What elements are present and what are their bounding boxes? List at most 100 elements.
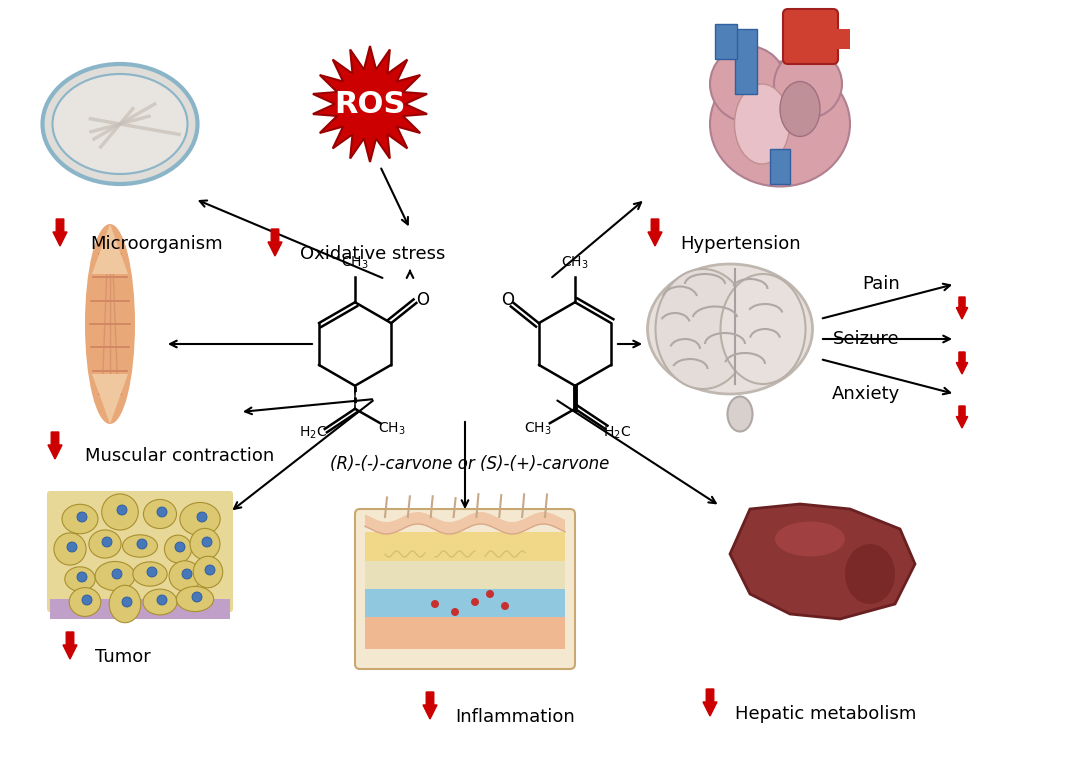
Text: Muscular contraction: Muscular contraction [85, 447, 274, 465]
Ellipse shape [122, 597, 132, 607]
FancyArrow shape [956, 352, 968, 374]
Ellipse shape [176, 587, 214, 611]
Text: O: O [501, 291, 514, 309]
Ellipse shape [65, 567, 95, 591]
Circle shape [451, 608, 459, 616]
Circle shape [501, 602, 509, 610]
Ellipse shape [95, 561, 135, 591]
Ellipse shape [82, 595, 92, 605]
Ellipse shape [190, 529, 220, 560]
Text: Anxiety: Anxiety [832, 385, 900, 403]
FancyArrow shape [956, 297, 968, 319]
Ellipse shape [102, 537, 112, 547]
Ellipse shape [164, 535, 191, 563]
Ellipse shape [656, 269, 751, 389]
Text: H$_2$C: H$_2$C [604, 425, 632, 441]
Polygon shape [92, 374, 129, 424]
Ellipse shape [170, 561, 201, 591]
Bar [815, 29, 850, 49]
Ellipse shape [734, 84, 789, 164]
Bar [365, 589, 565, 619]
Text: (R)-(-)-carvone or (S)-(+)-carvone: (R)-(-)-carvone or (S)-(+)-carvone [330, 455, 610, 473]
Ellipse shape [42, 64, 198, 184]
Ellipse shape [193, 557, 222, 587]
Bar [735, 29, 757, 94]
Polygon shape [730, 504, 915, 619]
FancyArrow shape [703, 689, 717, 716]
Text: CH$_3$: CH$_3$ [524, 421, 552, 437]
Bar [50, 599, 230, 619]
FancyArrow shape [268, 229, 282, 256]
Bar [715, 24, 737, 59]
Ellipse shape [192, 592, 202, 602]
FancyArrow shape [956, 406, 968, 428]
Circle shape [431, 600, 438, 608]
FancyBboxPatch shape [48, 491, 233, 612]
Ellipse shape [183, 569, 192, 579]
Text: Hepatic metabolism: Hepatic metabolism [735, 705, 916, 723]
Text: H$_2$C: H$_2$C [299, 425, 327, 441]
Ellipse shape [648, 264, 812, 394]
FancyBboxPatch shape [783, 9, 838, 64]
Ellipse shape [175, 542, 185, 552]
Ellipse shape [67, 542, 77, 552]
Ellipse shape [102, 494, 138, 530]
Bar [365, 617, 565, 649]
Text: ROS: ROS [335, 90, 406, 118]
Ellipse shape [89, 530, 121, 558]
Text: CH$_3$: CH$_3$ [378, 421, 406, 437]
Polygon shape [92, 224, 129, 274]
Text: Tumor: Tumor [95, 648, 151, 666]
Ellipse shape [157, 507, 167, 517]
Ellipse shape [205, 565, 215, 575]
Ellipse shape [53, 74, 188, 174]
Text: Seizure: Seizure [834, 330, 900, 348]
Bar [365, 561, 565, 589]
Ellipse shape [117, 505, 127, 515]
Text: CH$_3$: CH$_3$ [562, 255, 589, 271]
Ellipse shape [710, 61, 850, 187]
Text: Inflammation: Inflammation [455, 708, 575, 726]
Bar [365, 532, 565, 564]
Ellipse shape [775, 522, 845, 557]
Ellipse shape [77, 512, 87, 522]
Ellipse shape [137, 539, 147, 549]
Ellipse shape [780, 81, 820, 136]
FancyBboxPatch shape [355, 509, 575, 669]
Ellipse shape [180, 502, 220, 536]
Circle shape [486, 590, 494, 598]
Ellipse shape [85, 224, 135, 424]
Ellipse shape [69, 587, 100, 616]
FancyArrow shape [63, 632, 77, 659]
Polygon shape [313, 46, 427, 162]
Circle shape [710, 46, 786, 122]
Text: Microorganism: Microorganism [90, 235, 222, 253]
Ellipse shape [109, 585, 140, 623]
Ellipse shape [197, 512, 207, 522]
Circle shape [774, 50, 842, 118]
Text: Hypertension: Hypertension [680, 235, 800, 253]
FancyArrow shape [648, 219, 662, 246]
Ellipse shape [54, 533, 86, 565]
Ellipse shape [112, 569, 122, 579]
Text: O: O [416, 291, 429, 309]
Text: Pain: Pain [862, 275, 900, 293]
Ellipse shape [157, 595, 167, 605]
Ellipse shape [62, 505, 98, 534]
FancyArrow shape [423, 692, 437, 719]
FancyArrow shape [48, 432, 62, 459]
Circle shape [471, 598, 480, 606]
Ellipse shape [728, 396, 753, 431]
Text: CH$_3$: CH$_3$ [341, 255, 368, 271]
Ellipse shape [144, 499, 176, 529]
Ellipse shape [143, 589, 177, 615]
FancyArrow shape [53, 219, 67, 246]
Ellipse shape [122, 535, 158, 557]
Ellipse shape [720, 274, 806, 384]
Ellipse shape [133, 562, 167, 586]
Ellipse shape [77, 572, 87, 582]
Ellipse shape [845, 544, 895, 604]
Text: Oxidative stress: Oxidative stress [300, 245, 445, 263]
Ellipse shape [202, 537, 212, 547]
Bar [770, 149, 789, 184]
